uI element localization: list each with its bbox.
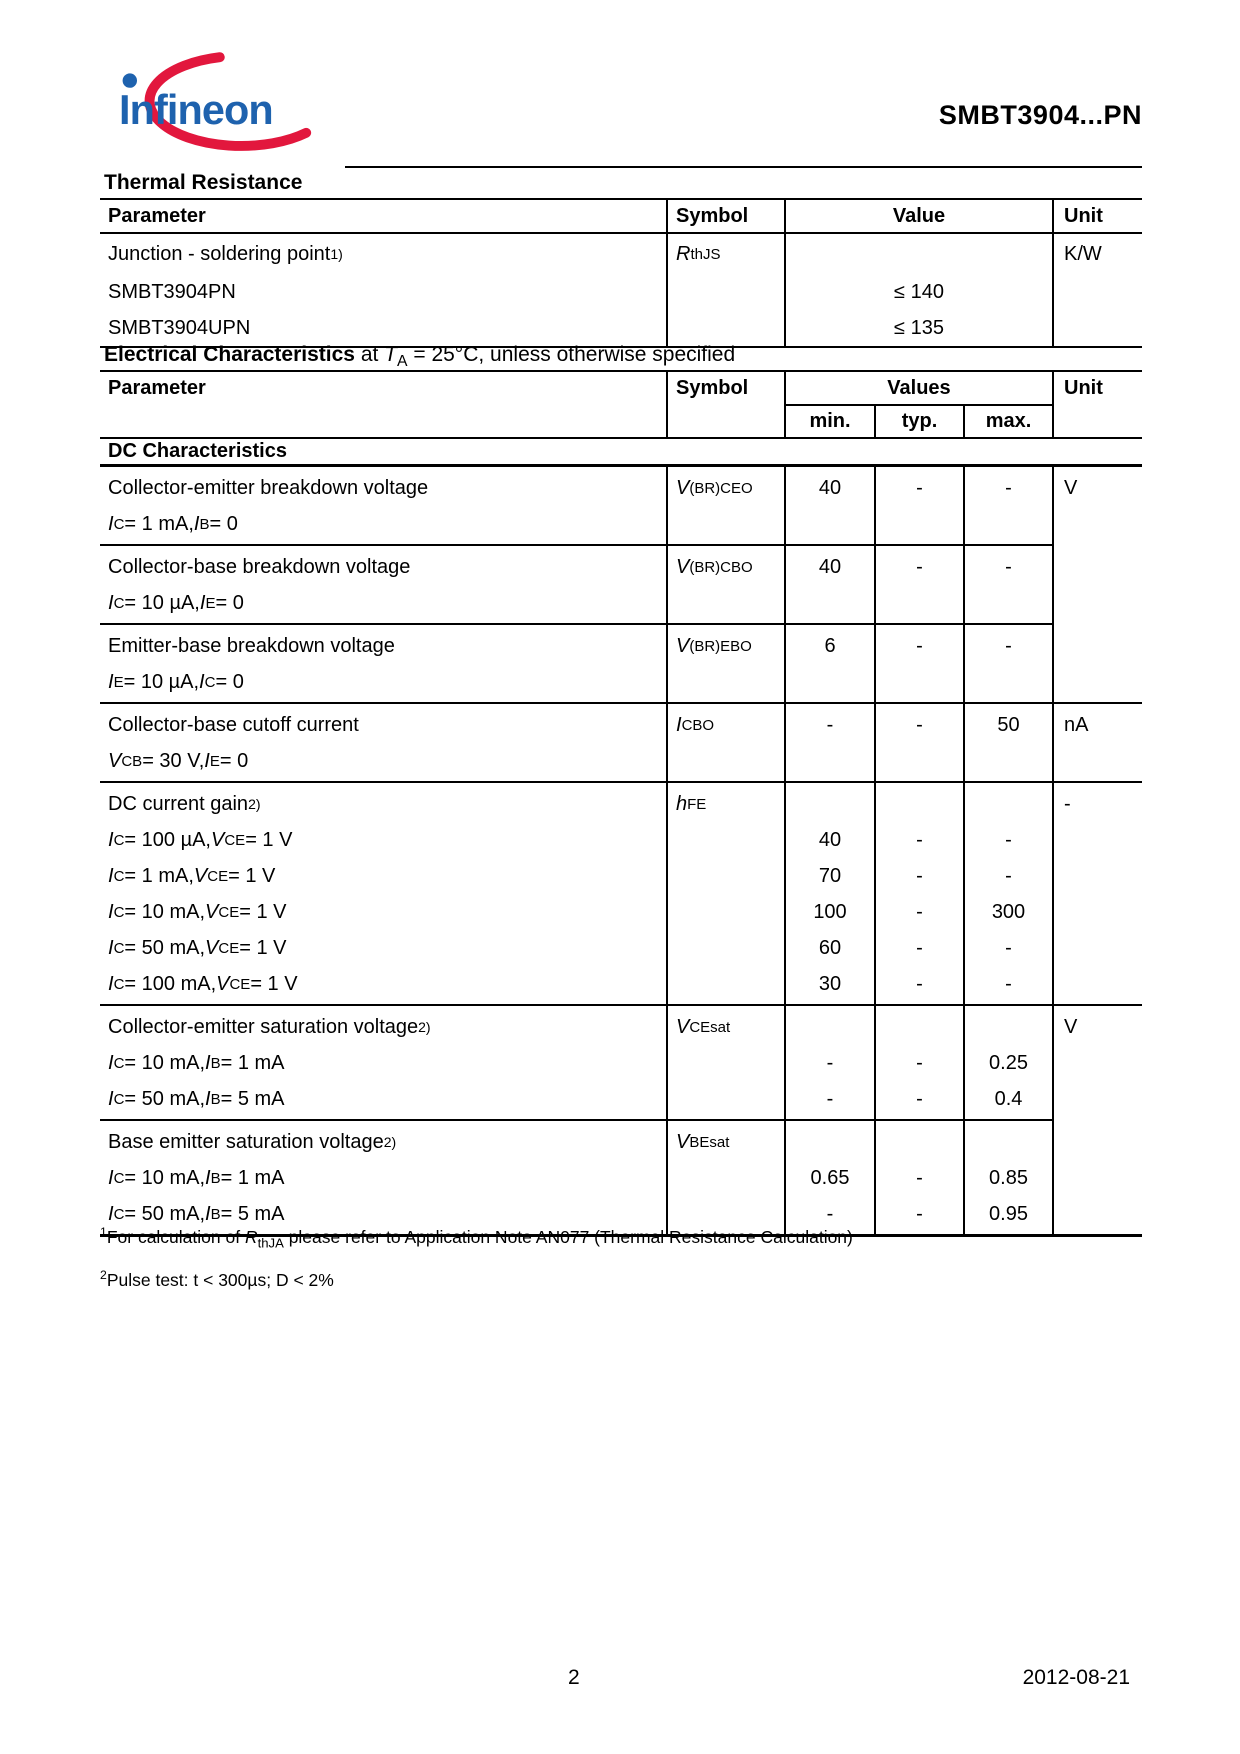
thermal-row-pn: SMBT3904PN ≤ 140 xyxy=(100,274,1142,310)
max-cell: 0.85 0.95 xyxy=(963,1119,1053,1236)
min-cell: - xyxy=(784,702,875,782)
thermal-col-parameter: Parameter xyxy=(100,199,667,234)
elec-col-typ: typ. xyxy=(874,404,964,439)
symbol-cell: V (BR)EBO xyxy=(666,623,785,703)
header-rule xyxy=(345,166,1142,168)
elec-group-vcesat: Collector-emitter saturation voltage 2) I… xyxy=(100,1004,1142,1120)
elec-col-max: max. xyxy=(963,404,1053,439)
thermal-param-cell: SMBT3904PN xyxy=(108,280,236,303)
thermal-unit-cell: K/W xyxy=(1052,233,1142,274)
footnote-1: 1For calculation of RthJA please refer t… xyxy=(100,1225,853,1251)
param-cell: Collector-emitter saturation voltage 2) I… xyxy=(100,1004,667,1120)
thermal-value-cell: ≤ 135 xyxy=(784,310,1053,347)
elec-header-row-2: min. typ. max. xyxy=(100,404,1142,439)
electrical-heading: Electrical Characteristics at TA = 25°C,… xyxy=(104,343,735,371)
electrical-heading-bold: Electrical Characteristics xyxy=(104,343,355,366)
logo-wordmark: Infineon xyxy=(119,87,273,133)
infineon-logo: Infineon xyxy=(119,52,312,151)
elec-col-unit: Unit xyxy=(1052,371,1142,439)
logo-i-dot xyxy=(122,73,137,88)
typ-cell: - xyxy=(874,702,964,782)
thermal-heading: Thermal Resistance xyxy=(104,171,303,194)
min-cell: 40 xyxy=(784,465,875,545)
min-cell: 0.65 - xyxy=(784,1119,875,1236)
thermal-header-row: Parameter Symbol Value Unit xyxy=(100,199,1142,234)
page-number: 2 xyxy=(568,1666,580,1689)
thermal-symbol-cell xyxy=(666,310,785,347)
max-cell: - xyxy=(963,623,1053,703)
footnotes: 1For calculation of RthJA please refer t… xyxy=(100,1216,853,1297)
unit-cell: nA xyxy=(1052,702,1142,782)
elec-col-min: min. xyxy=(784,404,875,439)
symbol-cell: h FE xyxy=(666,781,785,1005)
thermal-table: Parameter Symbol Value Unit Junction - s… xyxy=(100,198,1142,348)
dc-section-title: DC Characteristics xyxy=(100,438,1142,467)
symbol-cell: V CEsat xyxy=(666,1004,785,1120)
unit-cell: V xyxy=(1052,465,1142,545)
symbol-cell: I CBO xyxy=(666,702,785,782)
max-cell: - xyxy=(963,544,1053,624)
min-cell: 6 xyxy=(784,623,875,703)
symbol-cell: V (BR)CEO xyxy=(666,465,785,545)
dc-characteristics-row: DC Characteristics xyxy=(100,438,1142,467)
logo-swoosh xyxy=(144,52,312,151)
thermal-value-cell: ≤ 140 xyxy=(784,274,1053,310)
typ-cell: - xyxy=(874,544,964,624)
min-cell: - - xyxy=(784,1004,875,1120)
typ-cell: - - - - - xyxy=(874,781,964,1005)
elec-header-row-1: Parameter Symbol Values Unit xyxy=(100,371,1142,439)
unit-cell xyxy=(1052,1120,1142,1236)
thermal-param-cell: SMBT3904UPN xyxy=(108,316,251,339)
electrical-table: Parameter Symbol Values Unit min. typ. m… xyxy=(100,370,1142,1237)
typ-cell: - - xyxy=(874,1004,964,1120)
symbol-cell: V BEsat xyxy=(666,1119,785,1236)
footer-date: 2012-08-21 xyxy=(1022,1666,1130,1689)
elec-col-values: Values xyxy=(784,371,1053,406)
footnote-2: 2Pulse test: t < 300µs; D < 2% xyxy=(100,1268,334,1291)
symbol-cell: V (BR)CBO xyxy=(666,544,785,624)
unit-cell xyxy=(1052,624,1142,703)
min-cell: 40 70 100 60 30 xyxy=(784,781,875,1005)
thermal-row-upn: SMBT3904UPN ≤ 135 xyxy=(100,310,1142,347)
elec-group-icbo: Collector-base cutoff current V CB = 30 V… xyxy=(100,702,1142,782)
thermal-param-cell: Junction - soldering point 1) xyxy=(108,242,343,265)
elec-col-symbol: Symbol xyxy=(666,371,785,439)
thermal-symbol-cell xyxy=(666,274,785,310)
max-cell: 50 xyxy=(963,702,1053,782)
min-cell: 40 xyxy=(784,544,875,624)
electrical-heading-conditions: at TA = 25°C, unless otherwise specified xyxy=(354,343,736,371)
typ-cell: - - xyxy=(874,1119,964,1236)
elec-col-parameter: Parameter xyxy=(100,371,667,439)
unit-cell xyxy=(1052,545,1142,624)
typ-cell: - xyxy=(874,623,964,703)
thermal-col-symbol: Symbol xyxy=(666,199,785,234)
max-cell: 0.25 0.4 xyxy=(963,1004,1053,1120)
max-cell: - - 300 - - xyxy=(963,781,1053,1005)
thermal-unit-cell xyxy=(1052,274,1142,310)
thermal-unit-cell xyxy=(1052,310,1142,347)
thermal-col-value: Value xyxy=(784,199,1053,234)
unit-cell: V xyxy=(1052,1004,1142,1120)
doc-title: SMBT3904...PN xyxy=(938,100,1142,130)
thermal-value-cell xyxy=(784,233,1053,274)
max-cell: - xyxy=(963,465,1053,545)
typ-cell: - xyxy=(874,465,964,545)
thermal-col-unit: Unit xyxy=(1052,199,1142,234)
unit-cell: - xyxy=(1052,781,1142,1005)
param-cell: Collector-base cutoff current V CB = 30 V… xyxy=(100,702,667,782)
